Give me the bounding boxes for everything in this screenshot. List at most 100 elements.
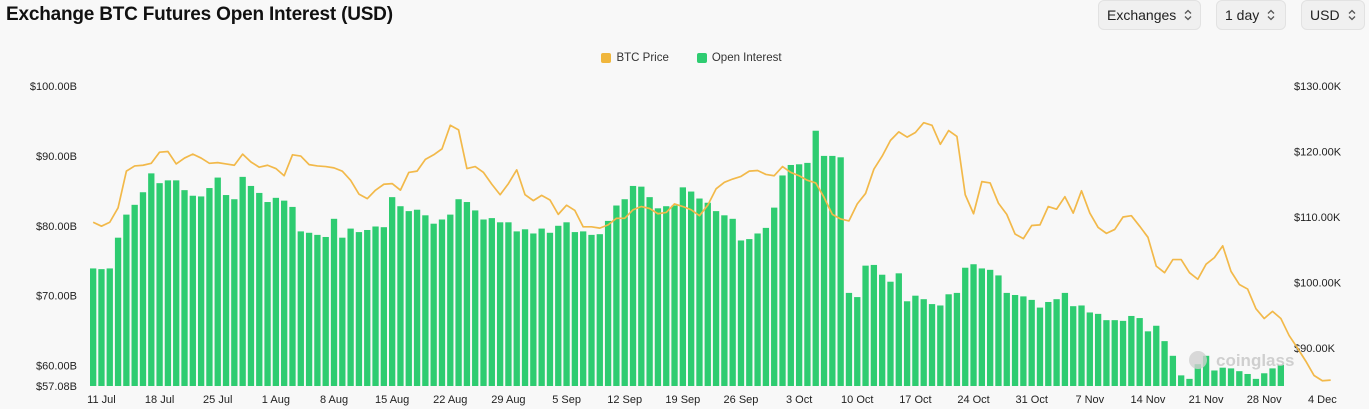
open-interest-bar <box>231 199 238 386</box>
currency-label: USD <box>1310 7 1340 23</box>
open-interest-bar <box>413 209 421 386</box>
right-axis-tick: $130.00K <box>1294 81 1342 93</box>
x-axis-tick: 28 Nov <box>1247 394 1282 406</box>
open-interest-bar <box>1252 378 1260 386</box>
open-interest-bar <box>854 297 861 386</box>
x-axis-tick: 7 Nov <box>1075 394 1104 406</box>
interval-select[interactable]: 1 day <box>1216 0 1286 30</box>
open-interest-bar <box>1194 364 1201 386</box>
chevron-updown-icon <box>1348 9 1356 21</box>
open-interest-bar <box>281 200 288 386</box>
open-interest-bar <box>771 207 778 386</box>
open-interest-bar <box>837 157 844 386</box>
x-axis-tick: 5 Sep <box>552 394 581 406</box>
open-interest-bar <box>1219 367 1226 386</box>
open-interest-bar <box>887 281 894 386</box>
x-axis-tick: 31 Oct <box>1015 394 1047 406</box>
open-interest-bar <box>114 237 122 386</box>
exchanges-label: Exchanges <box>1107 7 1177 23</box>
legend-label-btc-price: BTC Price <box>616 52 669 64</box>
open-interest-bar <box>505 222 512 386</box>
open-interest-bar <box>289 206 296 386</box>
open-interest-bar <box>372 226 379 386</box>
exchanges-select[interactable]: Exchanges <box>1098 0 1201 30</box>
open-interest-bar <box>513 231 520 386</box>
open-interest-bar <box>173 180 180 386</box>
open-interest-bar <box>555 225 562 386</box>
open-interest-bar <box>912 295 919 386</box>
open-interest-bar <box>870 264 878 386</box>
open-interest-bar <box>820 155 828 386</box>
x-axis-tick: 26 Sep <box>724 394 759 406</box>
open-interest-bar <box>1028 299 1035 386</box>
x-axis-tick: 19 Sep <box>665 394 700 406</box>
left-axis-tick: $70.00B <box>36 291 77 303</box>
open-interest-bar <box>181 190 188 386</box>
open-interest-bar <box>795 164 803 386</box>
open-interest-bar <box>978 268 985 386</box>
x-axis-tick: 1 Aug <box>262 394 290 406</box>
legend-item-open-interest[interactable]: Open Interest <box>696 52 782 64</box>
open-interest-bar <box>1153 325 1160 386</box>
left-axis-tick: $60.00B <box>36 361 77 373</box>
chevron-updown-icon <box>1184 9 1192 21</box>
open-interest-bar <box>895 273 902 386</box>
open-interest-bar <box>1169 355 1177 386</box>
x-axis-tick: 25 Jul <box>203 394 232 406</box>
open-interest-bar <box>521 229 529 386</box>
open-interest-bar <box>123 214 130 386</box>
open-interest-bar <box>1202 355 1210 386</box>
right-axis-tick: $110.00K <box>1294 212 1341 224</box>
interval-label: 1 day <box>1225 7 1260 23</box>
open-interest-bar <box>937 305 944 386</box>
legend-label-open-interest: Open Interest <box>711 52 782 64</box>
open-interest-bar <box>962 267 969 386</box>
open-interest-bar <box>422 215 429 386</box>
x-axis-tick: 24 Oct <box>957 394 989 406</box>
open-interest-bar <box>928 304 936 386</box>
watermark-text: coinglass <box>1216 351 1294 370</box>
open-interest-bar <box>1078 305 1085 386</box>
watermark-logo-icon <box>1189 351 1207 369</box>
open-interest-bar <box>654 208 662 386</box>
open-interest-bar <box>1061 292 1069 386</box>
open-interest-bar <box>920 299 927 386</box>
x-axis-tick: 12 Sep <box>607 394 642 406</box>
legend-item-btc-price[interactable]: BTC Price <box>601 52 669 64</box>
open-interest-bar <box>389 197 396 386</box>
left-axis-tick: $100.00B <box>30 81 77 93</box>
open-interest-bar <box>1128 315 1135 386</box>
open-interest-bar <box>970 264 977 386</box>
open-interest-bar <box>272 197 280 386</box>
open-interest-bar <box>804 162 811 386</box>
open-interest-bar <box>496 222 504 386</box>
open-interest-bar <box>762 227 770 386</box>
open-interest-bar <box>106 268 113 386</box>
open-interest-bar <box>604 220 612 386</box>
open-interest-bar <box>987 269 994 386</box>
open-interest-bar <box>297 231 304 386</box>
right-axis-tick: $90.00K <box>1294 343 1336 355</box>
x-axis-tick: 3 Oct <box>786 394 812 406</box>
open-interest-bar <box>621 199 628 386</box>
open-interest-bar <box>139 192 147 386</box>
open-interest-bar <box>438 219 446 386</box>
x-axis-tick: 18 Jul <box>145 394 174 406</box>
open-interest-bar <box>1136 318 1143 386</box>
x-axis-tick: 17 Oct <box>899 394 931 406</box>
open-interest-bar <box>1244 373 1251 386</box>
open-interest-bar <box>704 202 711 386</box>
open-interest-bar <box>638 186 645 386</box>
currency-select[interactable]: USD <box>1301 0 1365 30</box>
open-interest-bar <box>1161 341 1168 386</box>
open-interest-bar <box>812 130 819 386</box>
open-interest-bar <box>1227 368 1235 386</box>
legend-swatch-btc-price <box>601 53 612 63</box>
open-interest-bar <box>1036 307 1044 386</box>
open-interest-bar <box>530 233 537 386</box>
x-axis-tick: 22 Aug <box>433 394 467 406</box>
open-interest-bar <box>862 265 869 386</box>
open-interest-bar <box>571 232 579 386</box>
open-interest-bar <box>580 231 587 386</box>
